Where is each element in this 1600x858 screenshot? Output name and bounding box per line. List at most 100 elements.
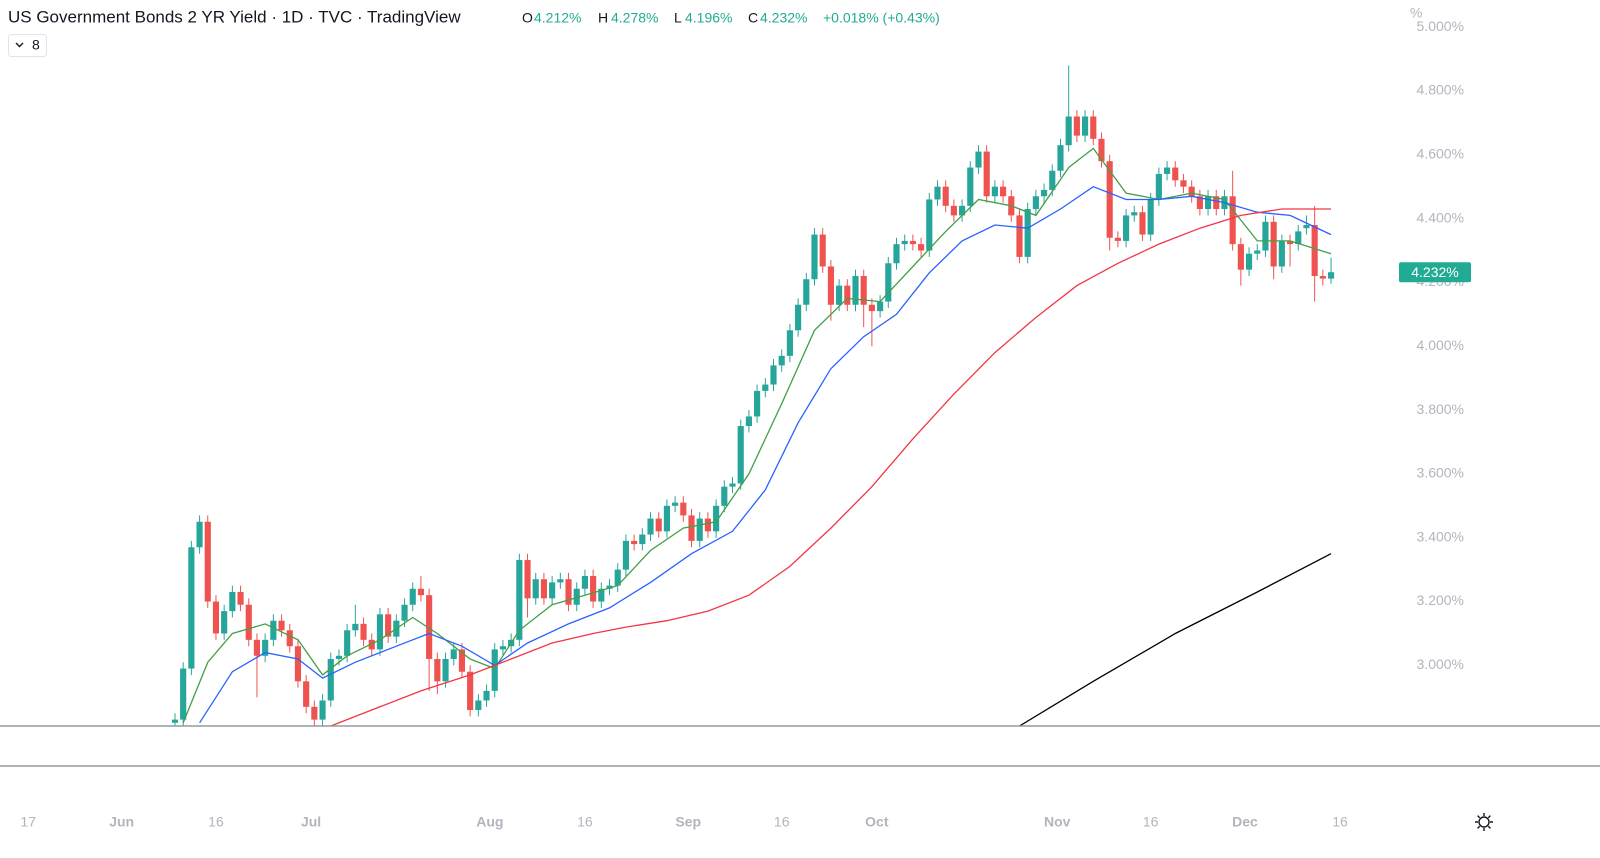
candle-body	[844, 285, 851, 305]
candle-body	[1065, 116, 1072, 146]
candle-body	[795, 304, 802, 331]
candle-body	[877, 301, 884, 312]
candle-body	[762, 384, 769, 391]
gear[interactable]	[1478, 816, 1490, 828]
candle-body	[959, 205, 966, 216]
candle-body	[352, 623, 359, 631]
candle-body	[655, 518, 662, 532]
candle-body	[1041, 189, 1048, 197]
candle-body	[1081, 116, 1089, 136]
legend-label: H	[598, 10, 608, 26]
candle-body	[1245, 253, 1253, 270]
candle-body	[713, 505, 720, 532]
candle-body	[1213, 196, 1220, 210]
candle-body	[1270, 221, 1277, 267]
legend-label: C	[748, 10, 758, 26]
candle-body	[1319, 276, 1326, 279]
candle-body	[639, 534, 646, 545]
candle-body	[729, 483, 736, 487]
y-tick-label: 4.000%	[1417, 337, 1464, 353]
candle-body	[573, 588, 580, 605]
candle-body	[409, 588, 416, 605]
candle-body	[286, 630, 293, 647]
candle-body	[401, 604, 408, 621]
x-tick-label: Nov	[1044, 814, 1071, 830]
candle-body	[467, 671, 474, 711]
candle-body	[647, 518, 654, 535]
legend-value: 4.232%	[760, 10, 807, 26]
x-tick-label: Oct	[865, 814, 889, 830]
candle-body	[1303, 224, 1310, 229]
moving-average-line	[330, 208, 1331, 726]
candle-body	[836, 285, 843, 305]
gear-teeth	[1475, 813, 1493, 831]
candle-body	[278, 620, 285, 631]
candle-body	[1262, 221, 1269, 251]
candle-body	[1098, 138, 1105, 162]
price-tag: 4.232%	[1399, 262, 1471, 283]
indicator-toggle[interactable]: 8	[8, 34, 47, 57]
candle-body	[1311, 224, 1318, 277]
legend-change: +0.018% (+0.43%)	[823, 10, 940, 26]
candle-body	[540, 579, 548, 599]
candle-body	[385, 614, 392, 637]
indicator-button[interactable]	[8, 34, 47, 57]
candle-body	[1090, 116, 1097, 139]
candle-body	[663, 505, 670, 532]
candle-body	[1073, 116, 1080, 136]
candle-body	[680, 502, 687, 516]
candle-body	[770, 365, 777, 385]
indicator-count: 8	[32, 37, 40, 53]
candle-body	[204, 521, 211, 602]
candle-body	[376, 614, 384, 650]
candle-body	[590, 576, 597, 602]
candle-body	[909, 240, 916, 245]
candle-body	[557, 579, 564, 583]
x-tick-label: Dec	[1232, 814, 1258, 830]
candle-body	[532, 579, 539, 599]
candle-body	[499, 646, 507, 650]
moving-average-line	[1019, 553, 1332, 726]
candle-body	[967, 167, 974, 206]
candle-body	[1139, 212, 1146, 235]
candle-body	[434, 658, 441, 682]
candle-body	[549, 582, 556, 599]
candle-body	[901, 240, 908, 245]
candle-body	[1106, 161, 1113, 238]
candle-body	[426, 595, 433, 659]
candle-body	[868, 304, 875, 312]
candle-body	[1286, 240, 1294, 245]
candle-body	[983, 151, 990, 197]
candle-body	[229, 591, 236, 612]
candle-body	[1172, 167, 1179, 181]
candle-body	[491, 649, 498, 691]
settings-icon[interactable]	[1475, 813, 1493, 831]
legend-label: O	[522, 10, 533, 26]
candle-body	[672, 502, 679, 506]
y-tick-label: 5.000%	[1417, 18, 1464, 34]
candle-body	[1327, 272, 1335, 279]
candle-body	[893, 244, 900, 264]
price-tag-label: 4.232%	[1411, 264, 1458, 280]
candle-body	[926, 199, 933, 251]
candle-body	[188, 547, 195, 669]
x-tick-label: 16	[577, 814, 593, 830]
x-tick-label: 16	[208, 814, 224, 830]
candle-body	[458, 649, 466, 672]
candle-body	[827, 266, 834, 305]
candle-body	[475, 700, 482, 711]
x-tick-label: Aug	[476, 814, 503, 830]
candle-body	[1032, 196, 1039, 210]
candle-body	[598, 588, 605, 602]
y-tick-label: 3.800%	[1417, 401, 1464, 417]
legend-value: 4.196%	[685, 10, 732, 26]
candle-body	[516, 560, 523, 640]
candle-body	[1114, 237, 1121, 241]
candle-body	[1024, 209, 1031, 257]
y-tick-label: 3.600%	[1417, 465, 1464, 481]
candle-body	[885, 263, 892, 302]
candle-body	[811, 234, 818, 280]
candle-body	[991, 186, 998, 197]
candle-body	[950, 205, 957, 216]
candle-body	[704, 518, 711, 532]
